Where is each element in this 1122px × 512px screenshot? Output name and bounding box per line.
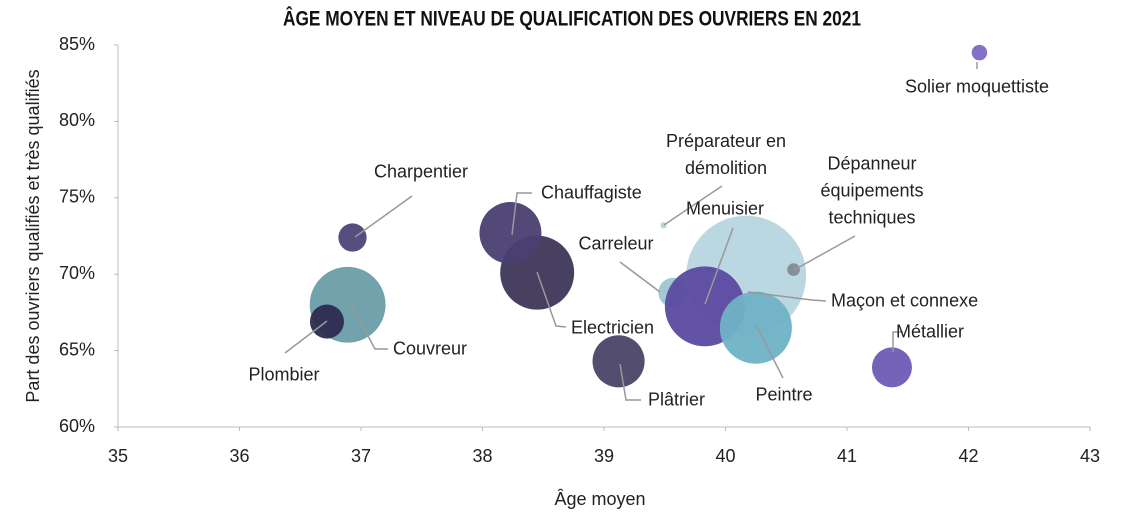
x-tick-label: 36	[229, 446, 249, 466]
leader-line	[892, 331, 903, 352]
bubble-label: Menuisier	[685, 198, 765, 219]
bubble-label: Charpentier	[373, 161, 469, 182]
x-tick-label: 35	[108, 446, 128, 466]
bubble-label: Plombier	[248, 364, 320, 385]
x-tick-label: 42	[958, 446, 978, 466]
x-axis-title: Âge moyen	[554, 489, 645, 509]
x-tick-label: 40	[715, 446, 735, 466]
y-tick-label: 70%	[59, 263, 95, 283]
y-tick-label: 60%	[59, 416, 95, 436]
leader-line	[536, 271, 567, 328]
bubble-label: Chauffagiste	[541, 182, 642, 203]
bubble	[787, 263, 800, 276]
y-tick-label: 85%	[59, 34, 95, 54]
leader-line	[663, 185, 723, 226]
bubble-label: Carreleur	[578, 233, 654, 254]
bubble-label: Peintre	[755, 384, 813, 405]
leader-line	[619, 363, 641, 401]
chart-title: ÂGE MOYEN ET NIVEAU DE QUALIFICATION DES…	[283, 7, 861, 31]
x-tick-label: 41	[837, 446, 857, 466]
bubble-label: Métallier	[896, 321, 965, 342]
bubble-label: Préparateur en démolition	[665, 131, 787, 178]
bubble-label: Maçon et connexe	[831, 290, 979, 311]
bubble	[871, 347, 912, 388]
y-tick-label: 80%	[59, 110, 95, 130]
leader-line	[704, 227, 734, 305]
y-axis-title: Part des ouvriers qualifiés et très qual…	[23, 69, 43, 402]
bubble	[479, 201, 542, 264]
bubble-label: Electricien	[571, 317, 655, 338]
x-tick-label: 43	[1080, 446, 1100, 466]
x-tick-label: 37	[351, 446, 371, 466]
x-tick-label: 38	[472, 446, 492, 466]
bubble-label: Solier moquettiste	[904, 76, 1050, 97]
y-tick-label: 75%	[59, 187, 95, 207]
bubble	[719, 291, 792, 364]
leader-line	[284, 320, 328, 354]
leader-line	[351, 305, 388, 350]
bubble-label: Couvreur	[393, 338, 468, 359]
bubble	[338, 223, 367, 252]
leader-line	[354, 195, 413, 238]
leader-line	[511, 192, 532, 236]
bubble	[971, 44, 988, 61]
y-tick-label: 65%	[59, 339, 95, 359]
bubble	[592, 335, 645, 388]
leader-line	[793, 235, 856, 271]
leader-line	[755, 324, 784, 379]
leader-line	[619, 261, 661, 293]
x-tick-label: 39	[594, 446, 614, 466]
bubble-label: Dépanneur équipements techniques	[820, 153, 924, 228]
bubble-label: Plâtrier	[648, 389, 706, 410]
leader-line	[747, 291, 827, 302]
